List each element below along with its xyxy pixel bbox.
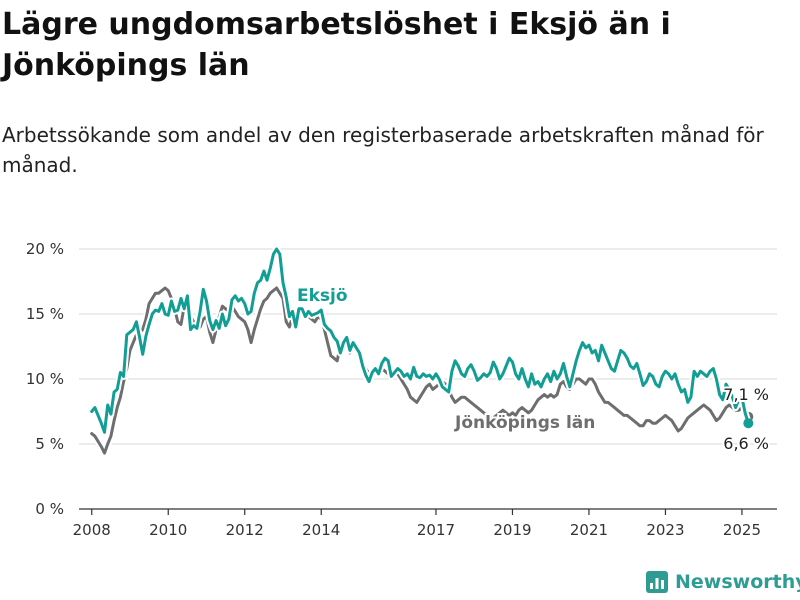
x-tick-label: 2017 [417,521,455,539]
series-line [90,247,750,434]
series-label-lan: Jönköpings län [454,413,595,433]
x-tick-label: 2010 [149,521,187,539]
y-tick-label: 0 % [35,500,64,518]
x-tick-label: 2021 [570,521,608,539]
x-tick-label: 2012 [226,521,264,539]
gridlines [79,248,777,445]
y-tick-label: 15 % [26,305,64,323]
end-value-label-lan: 7,1 % [723,385,769,404]
chart-subtitle: Arbetssökande som andel av den registerb… [2,123,764,177]
x-tick-label: 2023 [646,521,684,539]
newsworthy-logo-icon [646,571,668,593]
series-lines [88,245,754,457]
chart-title: Lägre ungdomsarbetslöshet i Eksjö än i J… [2,7,671,83]
x-tick-label: 2025 [723,521,761,539]
series-labels: Eksjö Jönköpings län 7,1 % 6,6 % [295,284,771,455]
x-tick-label: 2019 [493,521,531,539]
x-axis: 2008 2010 2012 2014 2017 2019 2021 2023 2025 [73,508,777,539]
y-axis-tick-labels: 0 % 5 % 10 % 15 % 20 % [26,240,64,518]
x-tick-label: 2014 [302,521,340,539]
series-label-eksjo: Eksjö [297,286,348,306]
y-tick-label: 20 % [26,240,64,258]
series-end-dot [743,418,754,429]
brand-name: Newsworthy [675,571,800,593]
series-halo [88,245,752,436]
x-tick-label: 2008 [73,521,111,539]
y-tick-label: 10 % [26,370,64,388]
end-value-label-eksjo: 6,6 % [723,434,769,453]
y-tick-label: 5 % [35,435,64,453]
